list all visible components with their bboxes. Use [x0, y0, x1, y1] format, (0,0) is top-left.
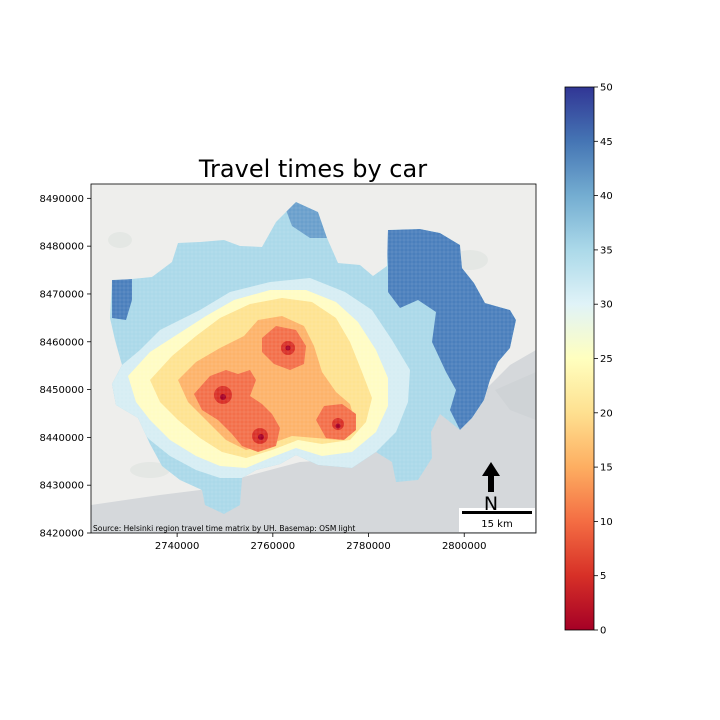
north-arrow-icon — [482, 462, 500, 492]
scale-bar-label: 15 km — [481, 519, 512, 530]
scale-bar: 15 km — [459, 508, 535, 532]
basemap-sea — [495, 372, 536, 420]
source-credit: Source: Helsinki region travel time matr… — [93, 524, 355, 533]
colorbar: 0 5 10 15 20 25 30 35 40 45 50 — [564, 83, 613, 637]
y-tick-label: 8450000 — [39, 385, 84, 396]
north-arrow: N — [482, 462, 500, 515]
colorbar-tick-label: 45 — [600, 137, 613, 148]
x-tick-label: 2780000 — [346, 541, 391, 552]
colorbar-gradient — [564, 86, 595, 631]
travel-time-zone-40-50 — [112, 279, 132, 320]
colorbar-tick-label: 35 — [600, 245, 613, 256]
basemap-green-area — [108, 232, 132, 248]
colorbar-tick-label: 25 — [600, 354, 613, 365]
colorbar-tick-label: 0 — [600, 626, 606, 637]
colorbar-tick-label: 10 — [600, 517, 613, 528]
x-tick-label: 2740000 — [155, 541, 200, 552]
map-axes: 2740000 2760000 2780000 2800000 8420000 8430… — [39, 183, 537, 552]
colorbar-tick-label: 20 — [600, 408, 613, 419]
travel-time-core — [285, 345, 291, 351]
colorbar-tick-label: 5 — [600, 571, 606, 582]
travel-time-core — [258, 434, 264, 440]
y-tick-label: 8420000 — [39, 529, 84, 540]
y-axis: 8420000 8430000 8440000 8450000 8460000 84700… — [39, 194, 91, 540]
chart-title: Travel times by car — [198, 155, 427, 183]
colorbar-tick-label: 15 — [600, 463, 613, 474]
colorbar-tick-label: 40 — [600, 191, 613, 202]
y-tick-label: 8440000 — [39, 433, 84, 444]
travel-time-grid — [110, 202, 516, 514]
scale-bar-line — [462, 511, 532, 514]
y-tick-label: 8470000 — [39, 289, 84, 300]
colorbar-tick-label: 50 — [600, 83, 613, 94]
travel-time-core — [220, 394, 226, 400]
x-tick-label: 2760000 — [251, 541, 296, 552]
travel-time-zone-35-40 — [286, 202, 327, 238]
basemap-green-area — [130, 462, 170, 478]
axes-frame — [90, 183, 537, 534]
x-tick-label: 2800000 — [442, 541, 487, 552]
basemap-sea — [91, 350, 536, 533]
y-tick-label: 8430000 — [39, 481, 84, 492]
colorbar-tick-label: 30 — [600, 300, 613, 311]
north-label: N — [484, 493, 498, 515]
y-tick-label: 8490000 — [39, 194, 84, 205]
travel-time-zone-40-50 — [386, 229, 516, 430]
colorbar-ticks: 0 5 10 15 20 25 30 35 40 45 50 — [594, 83, 613, 637]
y-tick-label: 8480000 — [39, 242, 84, 253]
x-axis: 2740000 2760000 2780000 2800000 — [155, 533, 487, 552]
travel-time-core — [335, 423, 341, 429]
y-tick-label: 8460000 — [39, 337, 84, 348]
